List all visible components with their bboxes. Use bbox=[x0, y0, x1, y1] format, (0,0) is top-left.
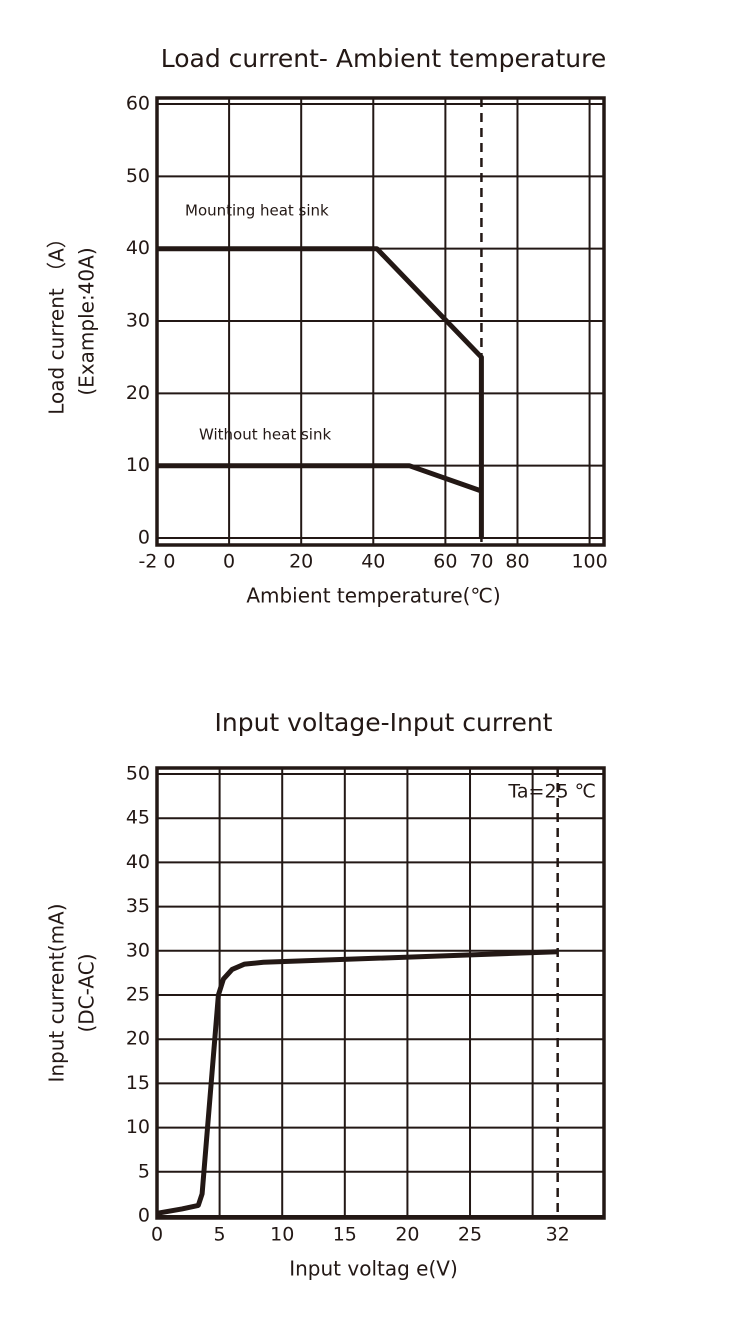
y-tick-label: 60 bbox=[126, 93, 150, 115]
y-tick-label: 40 bbox=[126, 237, 150, 259]
y-tick-label: 20 bbox=[126, 1028, 150, 1050]
y-tick-label: 45 bbox=[126, 807, 150, 829]
x-tick-label: 0 bbox=[151, 1224, 163, 1246]
x-tick-label: 10 bbox=[270, 1224, 294, 1246]
x-tick-label: 5 bbox=[214, 1224, 226, 1246]
plot-frame bbox=[155, 766, 606, 1220]
x-tick-label: 100 bbox=[571, 551, 607, 573]
x-tick-label: 80 bbox=[505, 551, 529, 573]
plot-frame bbox=[155, 96, 606, 547]
y-tick-label: 30 bbox=[126, 310, 150, 332]
annotation: Ta=25 ℃ bbox=[507, 781, 596, 803]
y-tick-label: 30 bbox=[126, 939, 150, 961]
x-tick-label: 20 bbox=[395, 1224, 419, 1246]
y-axis-label: Load current （A） bbox=[45, 228, 69, 415]
y-tick-label: 40 bbox=[126, 851, 150, 873]
annotation: Without heat sink bbox=[199, 426, 331, 444]
y-tick-label: 5 bbox=[138, 1160, 150, 1182]
x-tick-label: 15 bbox=[333, 1224, 357, 1246]
chart-title: Input voltage-Input current bbox=[215, 708, 553, 737]
data-line bbox=[156, 949, 558, 1216]
y-tick-label: 0 bbox=[138, 527, 150, 549]
y-tick-label: 35 bbox=[126, 895, 150, 917]
y-tick-label: 0 bbox=[138, 1205, 150, 1227]
y-tick-label: 20 bbox=[126, 382, 150, 404]
x-tick-label: 20 bbox=[289, 551, 313, 573]
y-axis-label: (Example:40A) bbox=[75, 247, 99, 395]
data-line bbox=[157, 246, 484, 538]
x-tick-label: 32 bbox=[546, 1224, 570, 1246]
annotation: Mounting heat sink bbox=[185, 202, 329, 220]
x-axis-label: Ambient temperature(℃) bbox=[246, 584, 500, 608]
x-tick-label: 40 bbox=[361, 551, 385, 573]
x-axis-label: Input voltag e(V) bbox=[289, 1257, 458, 1281]
y-tick-label: 50 bbox=[126, 763, 150, 785]
x-tick-label: 0 bbox=[223, 551, 235, 573]
x-tick-label: 60 bbox=[433, 551, 457, 573]
y-axis-label: (DC-AC) bbox=[75, 953, 99, 1032]
y-tick-label: 15 bbox=[126, 1072, 150, 1094]
x-tick-label: -2 0 bbox=[138, 551, 175, 573]
chart-title: Load current- Ambient temperature bbox=[161, 44, 606, 73]
y-tick-label: 10 bbox=[126, 1116, 150, 1138]
y-tick-label: 50 bbox=[126, 165, 150, 187]
y-axis-label: Input current(mA) bbox=[45, 903, 69, 1082]
x-tick-label: 25 bbox=[458, 1224, 482, 1246]
y-tick-label: 10 bbox=[126, 454, 150, 476]
data-line bbox=[157, 463, 483, 494]
x-tick-label: 70 bbox=[469, 551, 493, 573]
y-tick-label: 25 bbox=[126, 984, 150, 1006]
